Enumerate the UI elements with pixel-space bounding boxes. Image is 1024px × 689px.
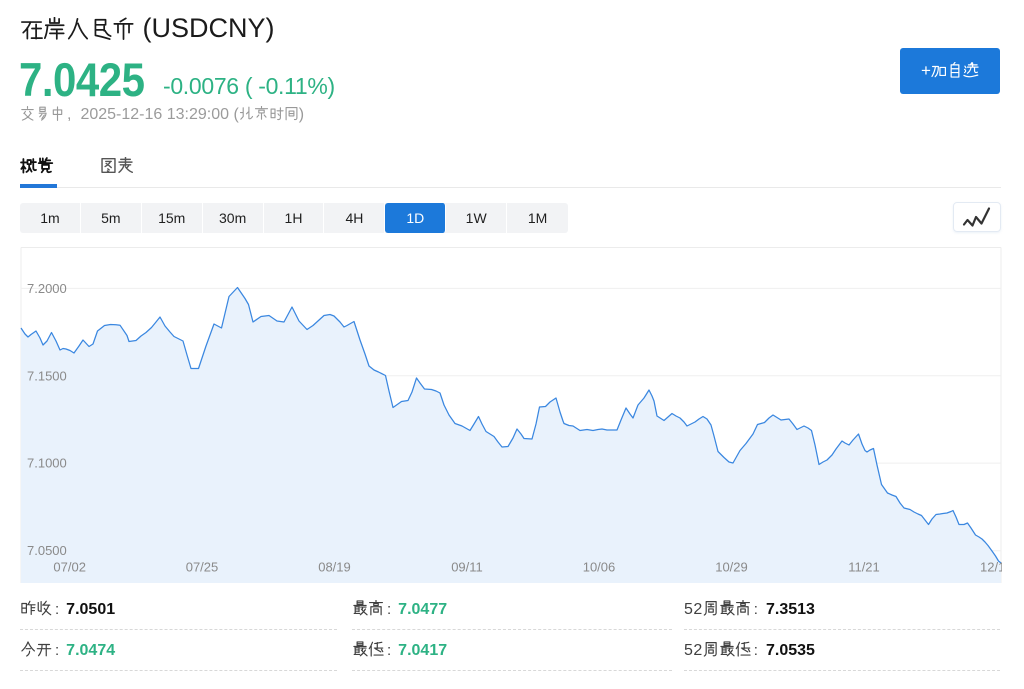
svg-text:7.0500: 7.0500 <box>27 543 67 558</box>
svg-text:11/21: 11/21 <box>848 560 880 575</box>
svg-text:08/19: 08/19 <box>318 560 351 575</box>
svg-text:09/11: 09/11 <box>451 560 483 575</box>
svg-text:10/29: 10/29 <box>715 560 748 575</box>
svg-text:10/06: 10/06 <box>583 560 616 575</box>
svg-text:7.2000: 7.2000 <box>27 281 67 296</box>
svg-text:7.1000: 7.1000 <box>27 456 67 471</box>
svg-text:7.1500: 7.1500 <box>27 368 67 383</box>
svg-text:07/02: 07/02 <box>53 560 86 575</box>
svg-text:12/16: 12/16 <box>980 560 1002 575</box>
svg-text:07/25: 07/25 <box>186 560 219 575</box>
